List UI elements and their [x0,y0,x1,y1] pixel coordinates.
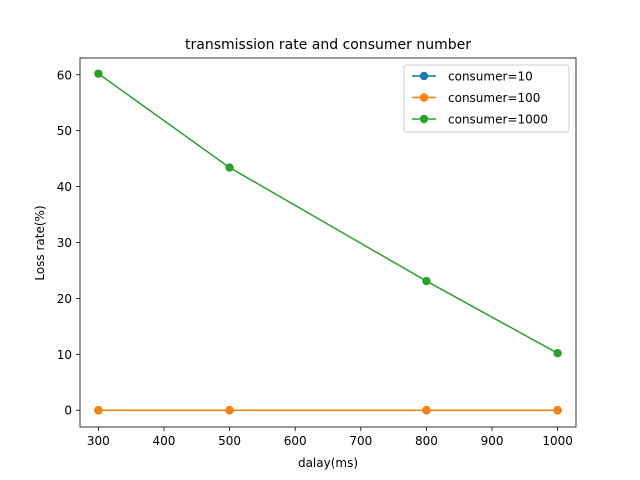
legend-marker [419,71,429,81]
legend-marker [419,93,429,102]
legend: consumer=10 consumer=100 consumer=1000 [403,64,570,133]
legend-item: consumer=100 [412,91,540,105]
series-2 [94,69,562,358]
y-tick-label: 30 [57,236,72,250]
y-tick-label: 50 [57,124,72,138]
y-tick-label: 0 [64,404,72,418]
x-tick-label: 600 [284,434,307,448]
y-tick-label: 60 [57,68,72,82]
legend-label: consumer=1000 [448,113,548,127]
data-point [422,276,431,286]
data-point [422,406,431,415]
y-axis-label: Loss rate(%) [33,205,47,280]
y-axis-ticks: 0 10 20 30 40 50 60 [57,68,80,418]
chart-title: transmission rate and consumer number [185,37,471,53]
legend-marker [419,114,429,124]
legend-frame [403,64,570,133]
legend-label: consumer=10 [448,70,533,84]
x-axis-ticks: 300 400 500 600 700 800 900 1000 [87,427,573,448]
y-tick-label: 10 [57,348,72,362]
x-tick-label: 800 [415,434,438,448]
x-axis-label: dalay(ms) [298,456,358,470]
series-layer [94,69,562,415]
series-line [97,73,558,354]
data-point [225,406,234,415]
x-tick-label: 400 [153,434,176,448]
y-tick-label: 40 [57,180,72,194]
data-point [553,349,562,358]
legend-label: consumer=100 [448,91,540,105]
series-1 [94,406,562,415]
data-point [553,406,562,415]
legend-item: consumer=1000 [412,113,548,127]
x-tick-label: 700 [349,434,372,448]
x-tick-label: 500 [218,434,241,448]
x-tick-label: 900 [481,434,504,448]
x-tick-label: 1000 [542,434,573,448]
data-point [225,163,234,172]
x-tick-label: 300 [87,434,110,448]
data-point [94,406,103,415]
y-tick-label: 20 [57,292,72,306]
legend-item: consumer=10 [412,70,533,84]
data-point [94,69,103,78]
